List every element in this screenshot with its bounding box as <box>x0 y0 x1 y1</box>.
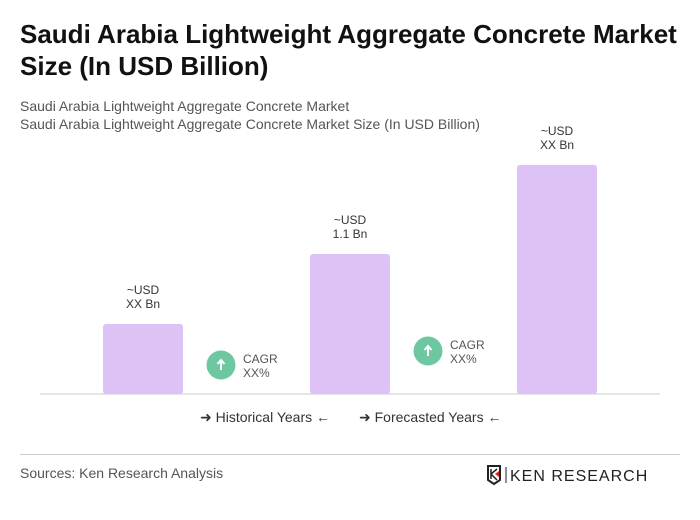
subtitle: Saudi Arabia Lightweight Aggregate Concr… <box>20 98 350 114</box>
data-label: ~USD <box>127 283 160 297</box>
divider <box>20 454 680 455</box>
arrow-icon <box>216 358 226 370</box>
cagr-label: XX% <box>243 366 270 380</box>
svg-text:KEN RESEARCH: KEN RESEARCH <box>510 468 648 485</box>
cagr-label: XX% <box>450 352 477 366</box>
data-label: ~USD <box>541 124 574 138</box>
bar <box>517 164 597 394</box>
ken-research-logo: KEN RESEARCH <box>486 464 656 491</box>
bar <box>310 254 390 394</box>
bar <box>103 324 183 394</box>
data-label: XX Bn <box>126 297 160 311</box>
page-title: Saudi Arabia Lightweight Aggregate Concr… <box>20 19 677 81</box>
data-label: ~USD <box>334 213 367 227</box>
arrow-icon <box>423 344 433 356</box>
cagr-label: CAGR <box>243 352 278 366</box>
data-label: 1.1 Bn <box>333 227 368 241</box>
legend-forecasted-label: Forecasted Years <box>374 409 484 425</box>
data-label: XX Bn <box>540 138 574 152</box>
subtitle-units: Saudi Arabia Lightweight Aggregate Concr… <box>20 116 480 132</box>
cagr-label: CAGR <box>450 338 485 352</box>
legend-historical-label: Historical Years <box>215 409 313 425</box>
legend-forecasted: ➜ Forecasted Years ← <box>359 409 502 425</box>
legend-historical: ➜ Historical Years ← <box>200 409 331 425</box>
source-text: Sources: Ken Research Analysis <box>20 465 224 481</box>
